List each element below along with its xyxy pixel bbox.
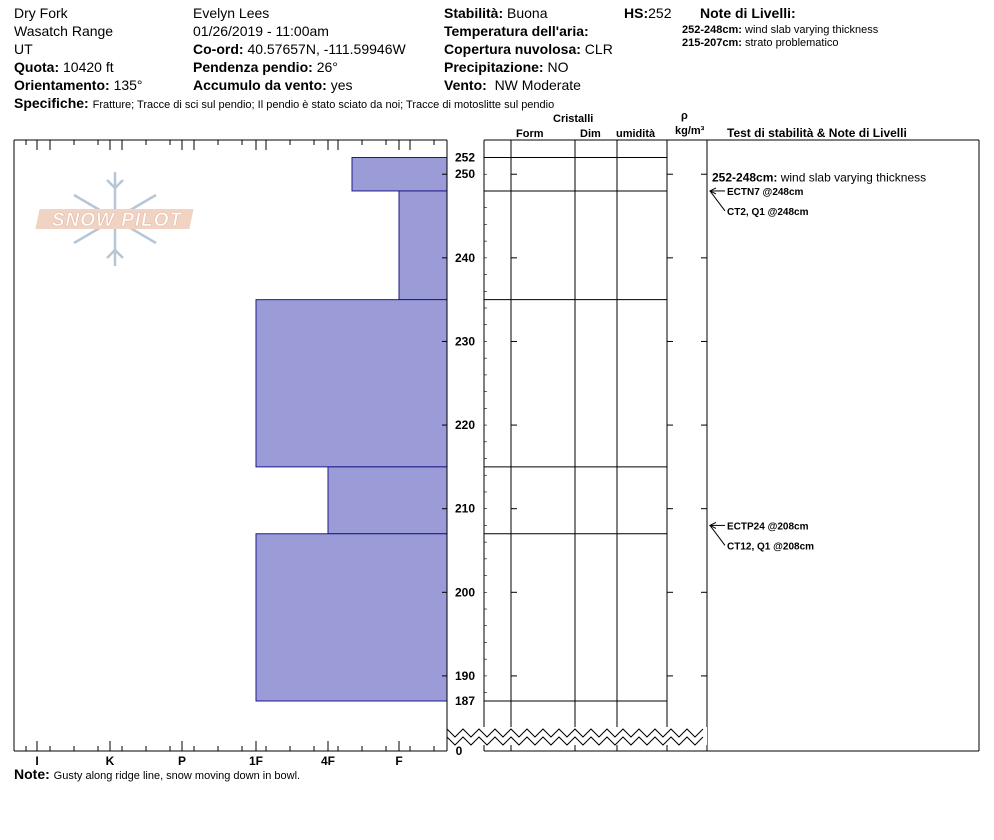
axis-break-line xyxy=(446,727,704,740)
wind-row: Vento: NW Moderate xyxy=(444,77,581,93)
col-tests: Test di stabilità & Note di Livelli xyxy=(727,126,907,140)
snowpilot-logo: SNOW PILOT xyxy=(35,172,194,266)
layer-note-1: 252-248cm: wind slab varying thickness xyxy=(682,24,878,37)
layer-note-range: 252-248cm: xyxy=(712,171,781,185)
elevation-label: Quota: xyxy=(14,59,60,75)
stability-test: ECTN7 @248cm xyxy=(727,187,804,198)
wind-loading-value: yes xyxy=(330,77,353,93)
depth-label: 250 xyxy=(455,167,475,181)
depth-label: 187 xyxy=(455,694,475,708)
aspect-label: Orientamento: xyxy=(14,77,110,93)
slope-label: Pendenza pendio: xyxy=(193,59,313,75)
x-tick-label: I xyxy=(35,754,38,768)
layer-note-range: 252-248cm: xyxy=(682,24,742,36)
wind-loading-label: Accumulo da vento: xyxy=(193,77,327,93)
depth-label: 230 xyxy=(455,334,475,348)
wind-label: Vento: xyxy=(444,77,487,93)
coord-row: Co-ord: 40.57657N, -111.59946W xyxy=(193,41,406,57)
depth-label: 210 xyxy=(455,502,475,516)
location: Dry Fork xyxy=(14,5,68,21)
col-dim: Dim xyxy=(580,128,601,140)
elevation-row: Quota: 10420 ft xyxy=(14,59,114,75)
wind-value: NW Moderate xyxy=(494,77,581,93)
coord-value: 40.57657N, -111.59946W xyxy=(247,41,406,57)
axis-break-mask xyxy=(448,727,707,745)
axis-break-line xyxy=(446,735,704,746)
stability-value: Buona xyxy=(507,5,548,21)
logo-text: SNOW PILOT xyxy=(52,210,183,231)
specifics-label: Specifiche: xyxy=(14,95,89,111)
x-tick-label: K xyxy=(106,754,115,768)
depth-label: 240 xyxy=(455,251,475,265)
depth-label: 200 xyxy=(455,585,475,599)
x-tick-label: 1F xyxy=(249,754,263,768)
layer-note-range: 215-207cm: xyxy=(682,37,742,49)
state: UT xyxy=(14,41,33,57)
logo-banner xyxy=(35,209,194,229)
aspect-row: Orientamento: 135° xyxy=(14,77,143,93)
hardness-bar xyxy=(255,299,448,468)
aspect-value: 135° xyxy=(113,77,143,93)
stability-test: CT12, Q1 @208cm xyxy=(727,541,814,552)
layer-note-2: 215-207cm: strato problematico xyxy=(682,37,839,50)
layer-note-text: wind slab varying thickness xyxy=(780,171,926,185)
x-tick-label: 4F xyxy=(321,754,335,768)
layer-note-text: wind slab varying thickness xyxy=(745,24,879,36)
col-crystals: Cristalli xyxy=(553,113,594,125)
stability-test: CT2, Q1 @248cm xyxy=(727,207,809,218)
sky-label: Copertura nuvolosa: xyxy=(444,41,581,57)
hardness-bar xyxy=(327,466,448,535)
hardness-bar xyxy=(255,533,448,702)
hs-row: HS:252 xyxy=(624,5,671,21)
depth-label: 252 xyxy=(455,151,475,165)
col-form: Form xyxy=(516,128,544,140)
col-density-unit: kg/m³ xyxy=(675,125,705,137)
elevation-value: 10420 ft xyxy=(63,59,114,75)
depth-label: 0 xyxy=(456,744,463,758)
x-tick-label: P xyxy=(178,754,186,768)
stability-row: Stabilità: Buona xyxy=(444,5,548,21)
stability-test: ECTP24 @208cm xyxy=(727,521,809,532)
hardness-bar xyxy=(351,157,448,192)
layer-note-text: strato problematico xyxy=(745,37,839,49)
specifics-row: Specifiche: Fratture; Tracce di sci sul … xyxy=(14,95,554,113)
precip-label: Precipitazione: xyxy=(444,59,544,75)
hs-label: HS: xyxy=(624,5,649,21)
specifics-value: Fratture; Tracce di sci sul pendio; Il p… xyxy=(92,99,555,111)
test-arrow xyxy=(709,190,726,212)
coord-label: Co-ord: xyxy=(193,41,244,57)
x-tick-label: F xyxy=(395,754,402,768)
test-arrow xyxy=(709,525,726,546)
range: Wasatch Range xyxy=(14,23,114,39)
stability-label: Stabilità: xyxy=(444,5,504,21)
col-moisture: umidità xyxy=(616,128,656,140)
col-rho: ρ xyxy=(681,110,688,122)
depth-label: 190 xyxy=(455,669,475,683)
layer-note: 252-248cm: wind slab varying thickness xyxy=(712,171,926,185)
slope-value: 26° xyxy=(316,59,338,75)
wind-loading-row: Accumulo da vento: yes xyxy=(193,77,352,93)
sky-value: CLR xyxy=(584,41,613,57)
footer-note-row: Note: Gusty along ridge line, snow movin… xyxy=(14,766,300,784)
layer-notes-label: Note di Livelli: xyxy=(700,5,796,21)
precip-value: NO xyxy=(547,59,569,75)
datetime: 01/26/2019 - 11:00am xyxy=(193,23,329,39)
footer-note: Gusty along ridge line, snow moving down… xyxy=(53,770,301,782)
observer: Evelyn Lees xyxy=(193,5,270,21)
air-temp-row: Temperatura dell'aria: xyxy=(444,23,589,39)
hs-value: 252 xyxy=(648,5,672,21)
sky-row: Copertura nuvolosa: CLR xyxy=(444,41,613,57)
slope-row: Pendenza pendio: 26° xyxy=(193,59,338,75)
depth-label: 220 xyxy=(455,418,475,432)
footer-note-label: Note: xyxy=(14,766,50,782)
air-temp-label: Temperatura dell'aria: xyxy=(444,23,589,39)
hardness-bar xyxy=(398,190,448,301)
precip-row: Precipitazione: NO xyxy=(444,59,568,75)
